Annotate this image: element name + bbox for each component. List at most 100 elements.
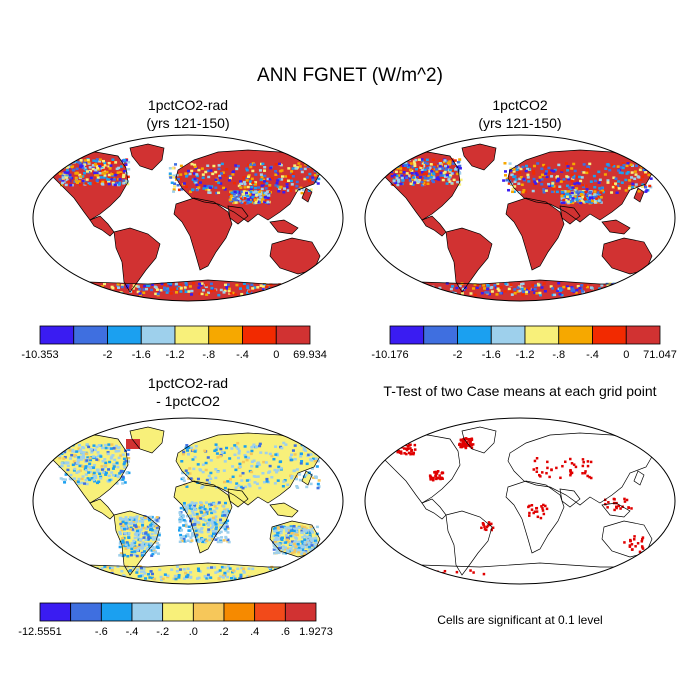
grid-cell <box>65 291 69 294</box>
grid-cell <box>646 163 650 166</box>
grid-cell <box>195 533 199 537</box>
grid-cell <box>133 516 137 519</box>
grid-cell <box>209 576 213 579</box>
grid-cell <box>225 512 229 516</box>
grid-cell <box>197 168 201 172</box>
grid-cell <box>210 534 214 538</box>
grid-cell <box>408 177 412 181</box>
grid-cell <box>75 288 79 292</box>
grid-cell <box>84 465 88 468</box>
grid-cell <box>262 480 266 484</box>
grid-cell <box>126 554 130 558</box>
grid-cell <box>297 550 301 554</box>
grid-cell <box>616 288 620 291</box>
grid-cell <box>122 527 126 531</box>
grid-cell <box>71 285 75 289</box>
coastline <box>461 143 497 171</box>
grid-cell <box>58 172 62 176</box>
grid-cell <box>222 509 226 513</box>
grid-cell <box>531 288 535 292</box>
grid-cell <box>573 189 577 192</box>
grid-cell <box>95 164 99 168</box>
grid-cell <box>382 288 386 292</box>
grid-cell <box>417 179 421 182</box>
colorbar-swatch <box>39 325 75 345</box>
grid-cell <box>288 568 292 572</box>
grid-cell <box>273 546 277 550</box>
grid-cell <box>147 535 151 538</box>
grid-cell <box>175 569 179 573</box>
grid-cell <box>526 173 530 177</box>
colorbar-swatch <box>524 325 560 345</box>
grid-cell <box>209 517 213 521</box>
grid-cell <box>631 185 635 189</box>
grid-cell <box>639 178 643 182</box>
grid-cell <box>540 178 544 181</box>
grid-cell <box>155 526 159 529</box>
grid-cell <box>288 573 292 577</box>
grid-cell <box>310 537 314 540</box>
significant-cell <box>555 466 558 470</box>
grid-cell <box>131 287 135 290</box>
grid-cell <box>81 288 85 292</box>
grid-cell <box>206 566 210 570</box>
grid-cell <box>310 568 314 571</box>
grid-cell <box>330 578 334 581</box>
grid-cell <box>178 513 182 517</box>
colorbar-tick-label: -1.2 <box>166 349 185 361</box>
grid-cell <box>599 191 603 194</box>
significant-cell <box>409 452 412 456</box>
grid-cell <box>432 180 436 184</box>
significant-cell <box>443 569 447 573</box>
grid-cell <box>279 525 283 529</box>
grid-cell <box>81 456 85 460</box>
grid-cell <box>107 480 111 483</box>
grid-cell <box>290 540 294 543</box>
grid-cell <box>233 190 237 194</box>
grid-cell <box>280 538 284 542</box>
grid-cell <box>332 574 336 578</box>
grid-cell <box>107 443 111 446</box>
grid-cell <box>510 173 514 177</box>
grid-cell <box>448 160 452 163</box>
grid-cell <box>79 175 83 178</box>
grid-cell <box>250 185 254 189</box>
grid-cell <box>263 195 267 199</box>
grid-cell <box>60 464 64 468</box>
grid-cell <box>620 181 624 184</box>
grid-cell <box>109 566 113 570</box>
grid-cell <box>44 287 48 291</box>
colorbar-swatch <box>131 602 164 622</box>
grid-cell <box>399 167 403 170</box>
significant-cell <box>464 446 468 450</box>
grid-cell <box>214 476 218 480</box>
grid-cell <box>638 168 642 172</box>
grid-cell <box>178 518 182 521</box>
grid-cell <box>79 160 83 163</box>
grid-cell <box>314 180 318 184</box>
grid-cell <box>305 462 309 466</box>
grid-cell <box>210 537 214 541</box>
grid-cell <box>101 163 105 166</box>
grid-cell <box>429 176 433 179</box>
grid-cell <box>202 187 206 190</box>
grid-cell <box>423 168 427 172</box>
grid-cell <box>401 286 405 289</box>
grid-cell <box>412 160 416 163</box>
grid-cell <box>244 485 248 489</box>
significant-cell <box>545 471 548 475</box>
grid-cell <box>616 165 620 168</box>
grid-cell <box>79 455 83 459</box>
grid-cell <box>70 165 74 169</box>
grid-cell <box>230 191 234 195</box>
grid-cell <box>136 568 140 571</box>
grid-cell <box>60 452 64 455</box>
grid-cell <box>311 176 315 179</box>
grid-cell <box>430 179 434 182</box>
grid-cell <box>115 449 119 453</box>
colorbar-tick-label: -.8 <box>552 349 565 361</box>
grid-cell <box>134 526 138 530</box>
grid-cell <box>585 188 589 191</box>
grid-cell <box>89 458 93 462</box>
grid-cell <box>644 170 648 174</box>
